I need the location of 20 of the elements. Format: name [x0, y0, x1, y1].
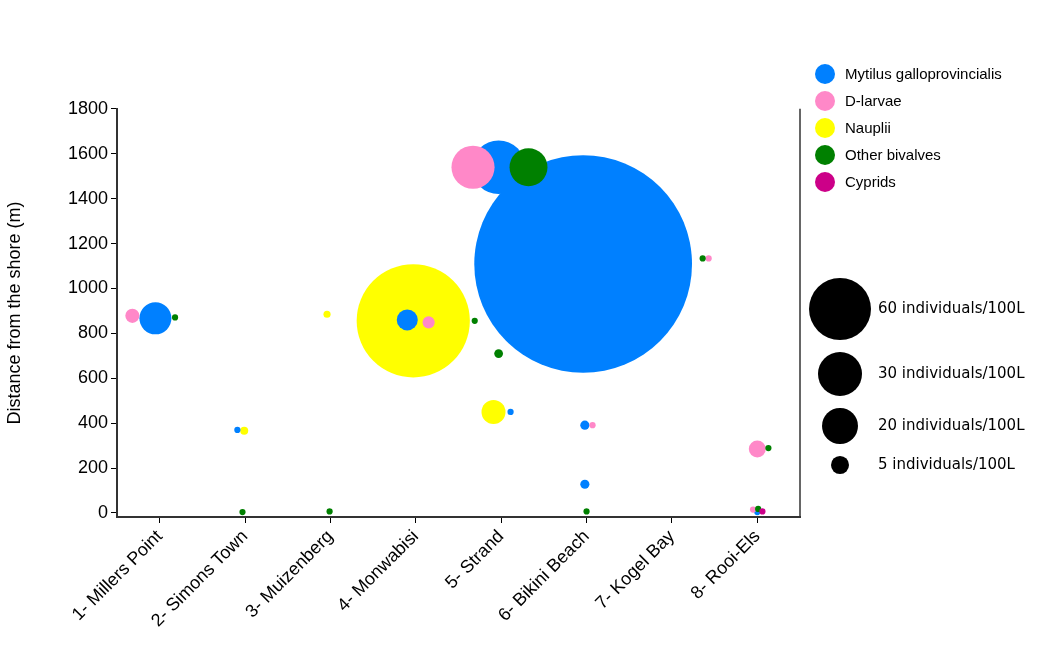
- legend-label: Nauplii: [845, 119, 891, 136]
- y-tick-label: 200: [77, 457, 108, 478]
- legend-label: 20 individuals/100L: [878, 415, 1025, 434]
- y-tick-label: 0: [97, 501, 108, 522]
- y-axis-title: Distance from the shore (m): [3, 201, 24, 425]
- legend-label: D-larvae: [845, 92, 902, 109]
- y-tick-label: 1800: [67, 97, 108, 118]
- y-tick-label: 1400: [67, 187, 108, 208]
- y-tick-label: 1000: [67, 277, 108, 298]
- y-tick-label: 400: [77, 412, 108, 433]
- y-tick-label: 800: [77, 322, 108, 343]
- legend-label: 60 individuals/100L: [878, 299, 1025, 317]
- legend-label: Cyprids: [845, 173, 896, 190]
- legend-label: Mytilus galloprovincialis: [845, 65, 1002, 82]
- legend-label: Other bivalves: [845, 146, 941, 163]
- y-tick-label: 600: [77, 367, 108, 388]
- legend-label: 30 individuals/100L: [878, 363, 1025, 382]
- legend-label: 5 individuals/100L: [878, 454, 1015, 473]
- y-tick-label: 1600: [67, 142, 108, 163]
- y-tick-label: 1200: [67, 232, 108, 253]
